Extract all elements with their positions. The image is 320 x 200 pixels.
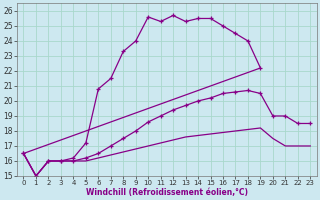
X-axis label: Windchill (Refroidissement éolien,°C): Windchill (Refroidissement éolien,°C) [86, 188, 248, 197]
